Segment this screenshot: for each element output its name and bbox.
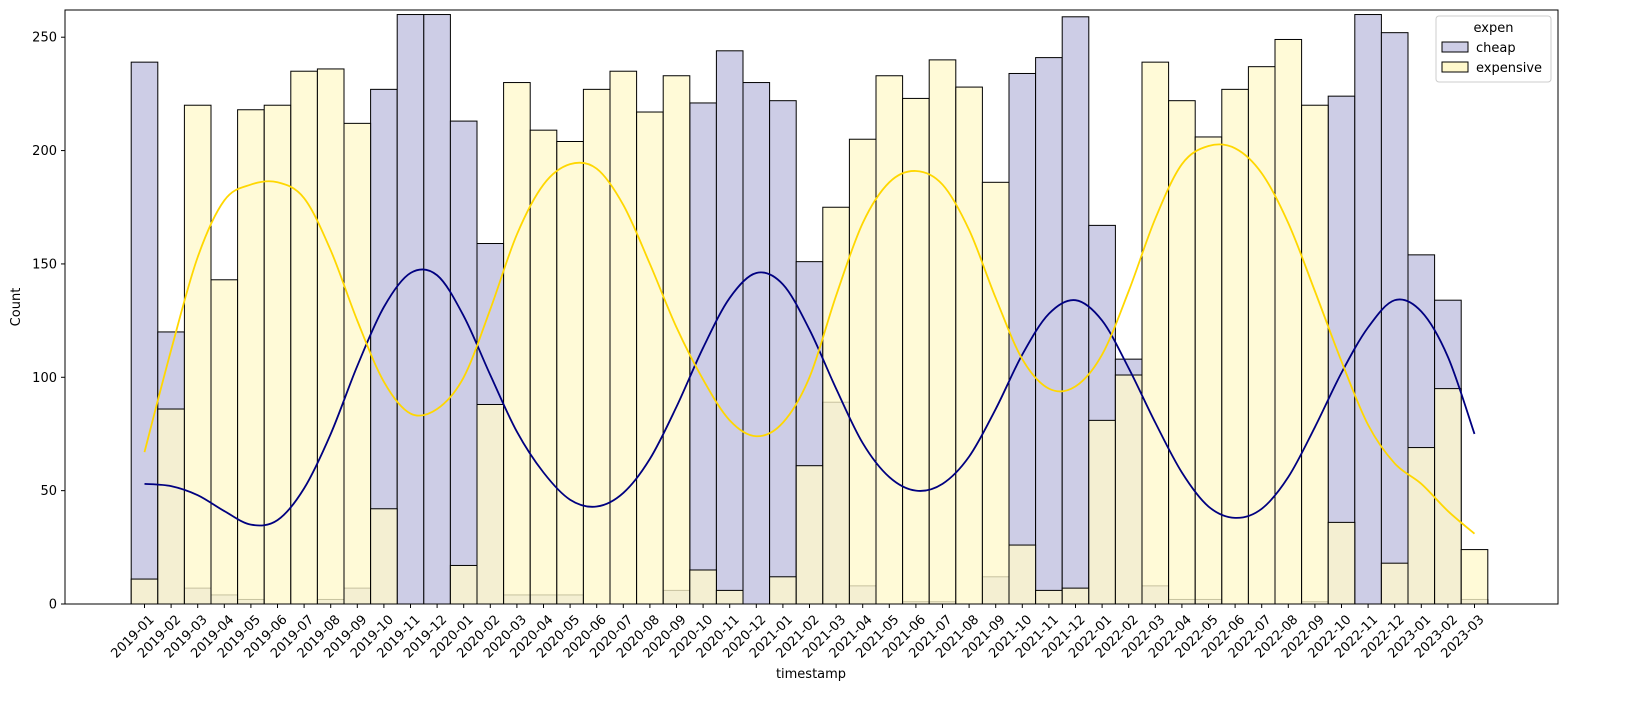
bar-cheap-2020-11	[715, 50, 744, 605]
bar-expensive-2023-01	[1407, 447, 1436, 605]
bar-expensive-2023-02	[1434, 388, 1462, 605]
bar-expensive-2021-08	[955, 86, 983, 605]
bar-cheap-2021-12	[1061, 16, 1090, 605]
bars-layer	[130, 14, 1489, 605]
y-tick-label: 200	[32, 144, 57, 159]
bar-expensive-2022-10	[1327, 521, 1356, 605]
kde-line-expensive	[143, 143, 1476, 535]
bar-expensive-2019-06	[263, 104, 292, 605]
bar-expensive-2019-02	[157, 408, 185, 605]
bar-expensive-2020-05	[556, 140, 584, 605]
bar-expensive-2019-01	[130, 578, 159, 605]
y-tick-label: 250	[32, 31, 57, 46]
bar-cheap-2022-12	[1380, 32, 1409, 605]
bar-expensive-2020-04	[529, 129, 558, 605]
y-tick-label: 150	[32, 257, 57, 272]
bar-expensive-2022-05	[1194, 136, 1223, 605]
bar-cheap-2021-11	[1035, 57, 1063, 605]
bar-cheap-2022-11	[1354, 14, 1382, 605]
bar-expensive-2022-02	[1114, 374, 1143, 605]
bar-expensive-2021-05	[875, 75, 904, 605]
legend: expen cheap expensive	[1435, 15, 1552, 83]
bar-cheap-2020-01	[449, 120, 478, 605]
bar-expensive-2019-04	[210, 279, 239, 605]
bar-expensive-2020-03	[503, 82, 531, 605]
bar-expensive-2022-09	[1301, 104, 1329, 605]
bar-expensive-2021-10	[1008, 544, 1037, 605]
bar-cheap-2019-12	[423, 14, 451, 605]
bar-cheap-2020-10	[689, 102, 717, 605]
y-tick-label: 0	[49, 598, 57, 613]
bar-cheap-2020-12	[742, 82, 771, 605]
y-tick-label: 50	[40, 484, 57, 499]
y-axis: 0 50 100 150 200 250	[32, 31, 65, 613]
bar-expensive-2022-06	[1221, 88, 1249, 605]
bar-expensive-2021-07	[928, 59, 957, 605]
bar-expensive-2022-12	[1380, 562, 1409, 605]
bar-expensive-2020-11	[715, 589, 744, 605]
bar-expensive-2019-07	[290, 70, 318, 605]
bar-expensive-2021-12	[1061, 587, 1090, 605]
bar-expensive-2021-03	[822, 206, 850, 605]
bar-cheap-2019-01	[130, 61, 159, 605]
legend-swatch-cheap	[1441, 41, 1469, 53]
bar-expensive-2021-09	[981, 181, 1010, 605]
bar-expensive-2022-08	[1274, 38, 1303, 605]
bar-expensive-2022-01	[1088, 419, 1116, 605]
x-axis: 2019-012019-022019-032019-042019-052019-…	[109, 604, 1488, 661]
bar-expensive-2020-07	[609, 70, 638, 605]
legend-swatch-expensive	[1441, 61, 1469, 73]
bar-expensive-2021-06	[902, 97, 930, 605]
bar-cheap-2021-01	[769, 100, 797, 605]
bar-expensive-2020-06	[582, 88, 611, 605]
bar-expensive-2022-07	[1247, 66, 1276, 605]
bar-expensive-2021-01	[769, 576, 797, 605]
bar-expensive-2021-04	[848, 138, 877, 605]
legend-entry-cheap: cheap	[1476, 41, 1516, 56]
bar-expensive-2022-04	[1168, 100, 1196, 605]
bar-expensive-2020-09	[662, 75, 691, 605]
legend-entry-expensive: expensive	[1476, 61, 1542, 76]
bar-expensive-2020-08	[636, 111, 664, 605]
legend-title: expen	[1474, 21, 1514, 36]
bar-expensive-2021-02	[795, 465, 824, 605]
x-axis-title: timestamp	[776, 667, 846, 682]
kde-line-cheap	[144, 268, 1476, 527]
bar-expensive-2023-03	[1460, 549, 1489, 605]
bar-expensive-2021-11	[1035, 589, 1063, 605]
y-tick-label: 100	[32, 371, 57, 386]
plot-frame	[64, 9, 1559, 605]
bar-expensive-2022-03	[1141, 61, 1170, 605]
bar-expensive-2019-10	[370, 508, 398, 605]
y-axis-title: Count	[9, 288, 24, 327]
bar-expensive-2019-08	[316, 68, 345, 605]
kde-layer	[143, 143, 1476, 535]
bar-expensive-2020-10	[689, 569, 717, 605]
bar-expensive-2020-01	[449, 564, 478, 605]
bar-expensive-2020-02	[476, 403, 505, 605]
bar-expensive-2019-03	[183, 104, 212, 605]
bar-cheap-2019-11	[396, 14, 425, 605]
